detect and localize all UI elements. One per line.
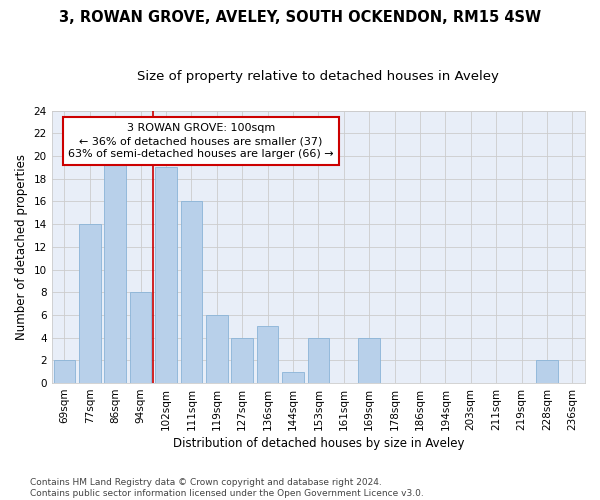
- Bar: [257, 326, 278, 383]
- Text: Contains HM Land Registry data © Crown copyright and database right 2024.
Contai: Contains HM Land Registry data © Crown c…: [30, 478, 424, 498]
- Bar: [79, 224, 101, 383]
- Bar: [308, 338, 329, 383]
- Text: 3 ROWAN GROVE: 100sqm
← 36% of detached houses are smaller (37)
63% of semi-deta: 3 ROWAN GROVE: 100sqm ← 36% of detached …: [68, 123, 334, 159]
- Bar: [206, 315, 227, 383]
- Title: Size of property relative to detached houses in Aveley: Size of property relative to detached ho…: [137, 70, 499, 83]
- Bar: [282, 372, 304, 383]
- Text: 3, ROWAN GROVE, AVELEY, SOUTH OCKENDON, RM15 4SW: 3, ROWAN GROVE, AVELEY, SOUTH OCKENDON, …: [59, 10, 541, 25]
- Bar: [53, 360, 75, 383]
- Bar: [536, 360, 557, 383]
- Bar: [104, 156, 126, 383]
- Bar: [155, 168, 177, 383]
- Bar: [232, 338, 253, 383]
- Y-axis label: Number of detached properties: Number of detached properties: [15, 154, 28, 340]
- Bar: [358, 338, 380, 383]
- Bar: [181, 202, 202, 383]
- Bar: [130, 292, 151, 383]
- X-axis label: Distribution of detached houses by size in Aveley: Distribution of detached houses by size …: [173, 437, 464, 450]
